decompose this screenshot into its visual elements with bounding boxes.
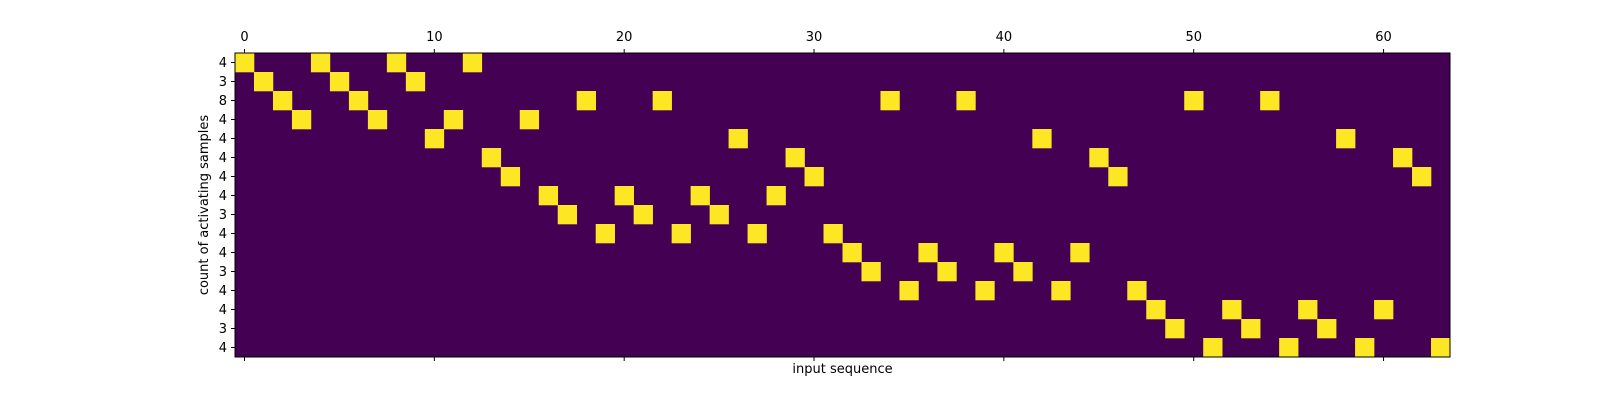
y-tick-label: 3 — [219, 322, 227, 337]
active-cell — [937, 262, 957, 282]
active-cell — [1260, 91, 1280, 111]
active-cell — [1032, 129, 1052, 149]
x-tick-label: 50 — [1185, 30, 1202, 45]
y-tick-label: 4 — [219, 132, 227, 147]
active-cell — [652, 91, 672, 111]
active-cell — [595, 224, 615, 244]
active-cell — [310, 53, 331, 73]
active-cell — [253, 72, 274, 92]
x-axis-label: input sequence — [792, 362, 892, 377]
active-cell — [519, 110, 540, 130]
active-cell — [899, 281, 919, 301]
active-cell — [1393, 148, 1413, 168]
active-cell — [424, 129, 445, 149]
y-tick-label: 4 — [219, 151, 227, 166]
active-cell — [576, 91, 596, 111]
y-tick-label: 4 — [219, 189, 227, 204]
active-cell — [1374, 300, 1394, 320]
x-ticks-top: 0 10 20 30 40 50 60 — [240, 30, 1392, 53]
active-cell — [443, 110, 464, 130]
heatmap-cells — [235, 53, 1451, 358]
y-tick-label: 4 — [219, 113, 227, 128]
active-cell — [842, 243, 862, 263]
active-cell — [728, 129, 748, 149]
active-cell — [291, 110, 312, 130]
active-cell — [557, 205, 578, 225]
active-cell — [804, 167, 824, 187]
active-cell — [1355, 338, 1375, 358]
active-cell — [709, 205, 729, 225]
plot-frame — [234, 52, 1451, 358]
active-cell — [1013, 262, 1033, 282]
y-tick-label: 4 — [219, 341, 227, 356]
x-tick-label: 10 — [426, 30, 443, 45]
active-cell — [481, 148, 502, 168]
active-cell — [500, 167, 521, 187]
y-ticks: 4 3 8 4 4 4 4 4 3 4 4 3 4 4 3 4 — [219, 56, 235, 356]
active-cell — [386, 53, 407, 73]
y-tick-label: 3 — [219, 208, 227, 223]
active-cell — [348, 91, 369, 111]
active-cell — [1412, 167, 1432, 187]
active-cell — [614, 186, 634, 206]
plot-background — [235, 53, 1450, 357]
y-tick-label: 8 — [219, 94, 227, 109]
y-tick-label: 3 — [219, 75, 227, 90]
active-cell — [272, 91, 293, 111]
active-cell — [747, 224, 767, 244]
active-cell — [235, 53, 255, 73]
x-tick-label: 0 — [240, 30, 248, 45]
active-cell — [1298, 300, 1318, 320]
active-cell — [1317, 319, 1337, 339]
active-cell — [1165, 319, 1185, 339]
y-tick-label: 4 — [219, 246, 227, 261]
y-axis-label: count of activating samples — [197, 115, 212, 296]
active-cell — [690, 186, 710, 206]
active-cell — [1051, 281, 1071, 301]
active-cell — [918, 243, 938, 263]
active-cell — [1127, 281, 1147, 301]
active-cell — [975, 281, 995, 301]
active-cell — [1203, 338, 1223, 358]
active-cell — [956, 91, 976, 111]
active-cell — [633, 205, 653, 225]
active-cell — [1431, 338, 1451, 358]
active-cell — [329, 72, 350, 92]
active-cell — [1336, 129, 1356, 149]
x-tick-label: 60 — [1375, 30, 1392, 45]
active-cell — [1279, 338, 1299, 358]
x-tick-label: 20 — [616, 30, 633, 45]
y-tick-label: 4 — [219, 56, 227, 71]
active-cell — [823, 224, 843, 244]
active-cell — [880, 91, 900, 111]
y-tick-label: 4 — [219, 170, 227, 185]
x-tick-label: 40 — [996, 30, 1013, 45]
active-cell — [1241, 319, 1261, 339]
active-cell — [671, 224, 691, 244]
active-cell — [994, 243, 1014, 263]
active-cell — [538, 186, 559, 206]
active-cell — [1108, 167, 1128, 187]
active-cell — [861, 262, 881, 282]
active-cell — [462, 53, 483, 73]
y-tick-label: 3 — [219, 265, 227, 280]
active-cell — [785, 148, 805, 168]
active-cell — [1070, 243, 1090, 263]
active-cell — [1089, 148, 1109, 168]
active-cell — [766, 186, 786, 206]
x-tick-label: 30 — [806, 30, 823, 45]
active-cell — [1222, 300, 1242, 320]
y-tick-label: 4 — [219, 284, 227, 299]
y-tick-label: 4 — [219, 303, 227, 318]
active-cell — [1146, 300, 1166, 320]
x-ticks-bottom — [243, 357, 1385, 361]
active-cell — [405, 72, 426, 92]
y-tick-label: 4 — [219, 227, 227, 242]
active-cell — [367, 110, 388, 130]
active-cell — [1184, 91, 1204, 111]
